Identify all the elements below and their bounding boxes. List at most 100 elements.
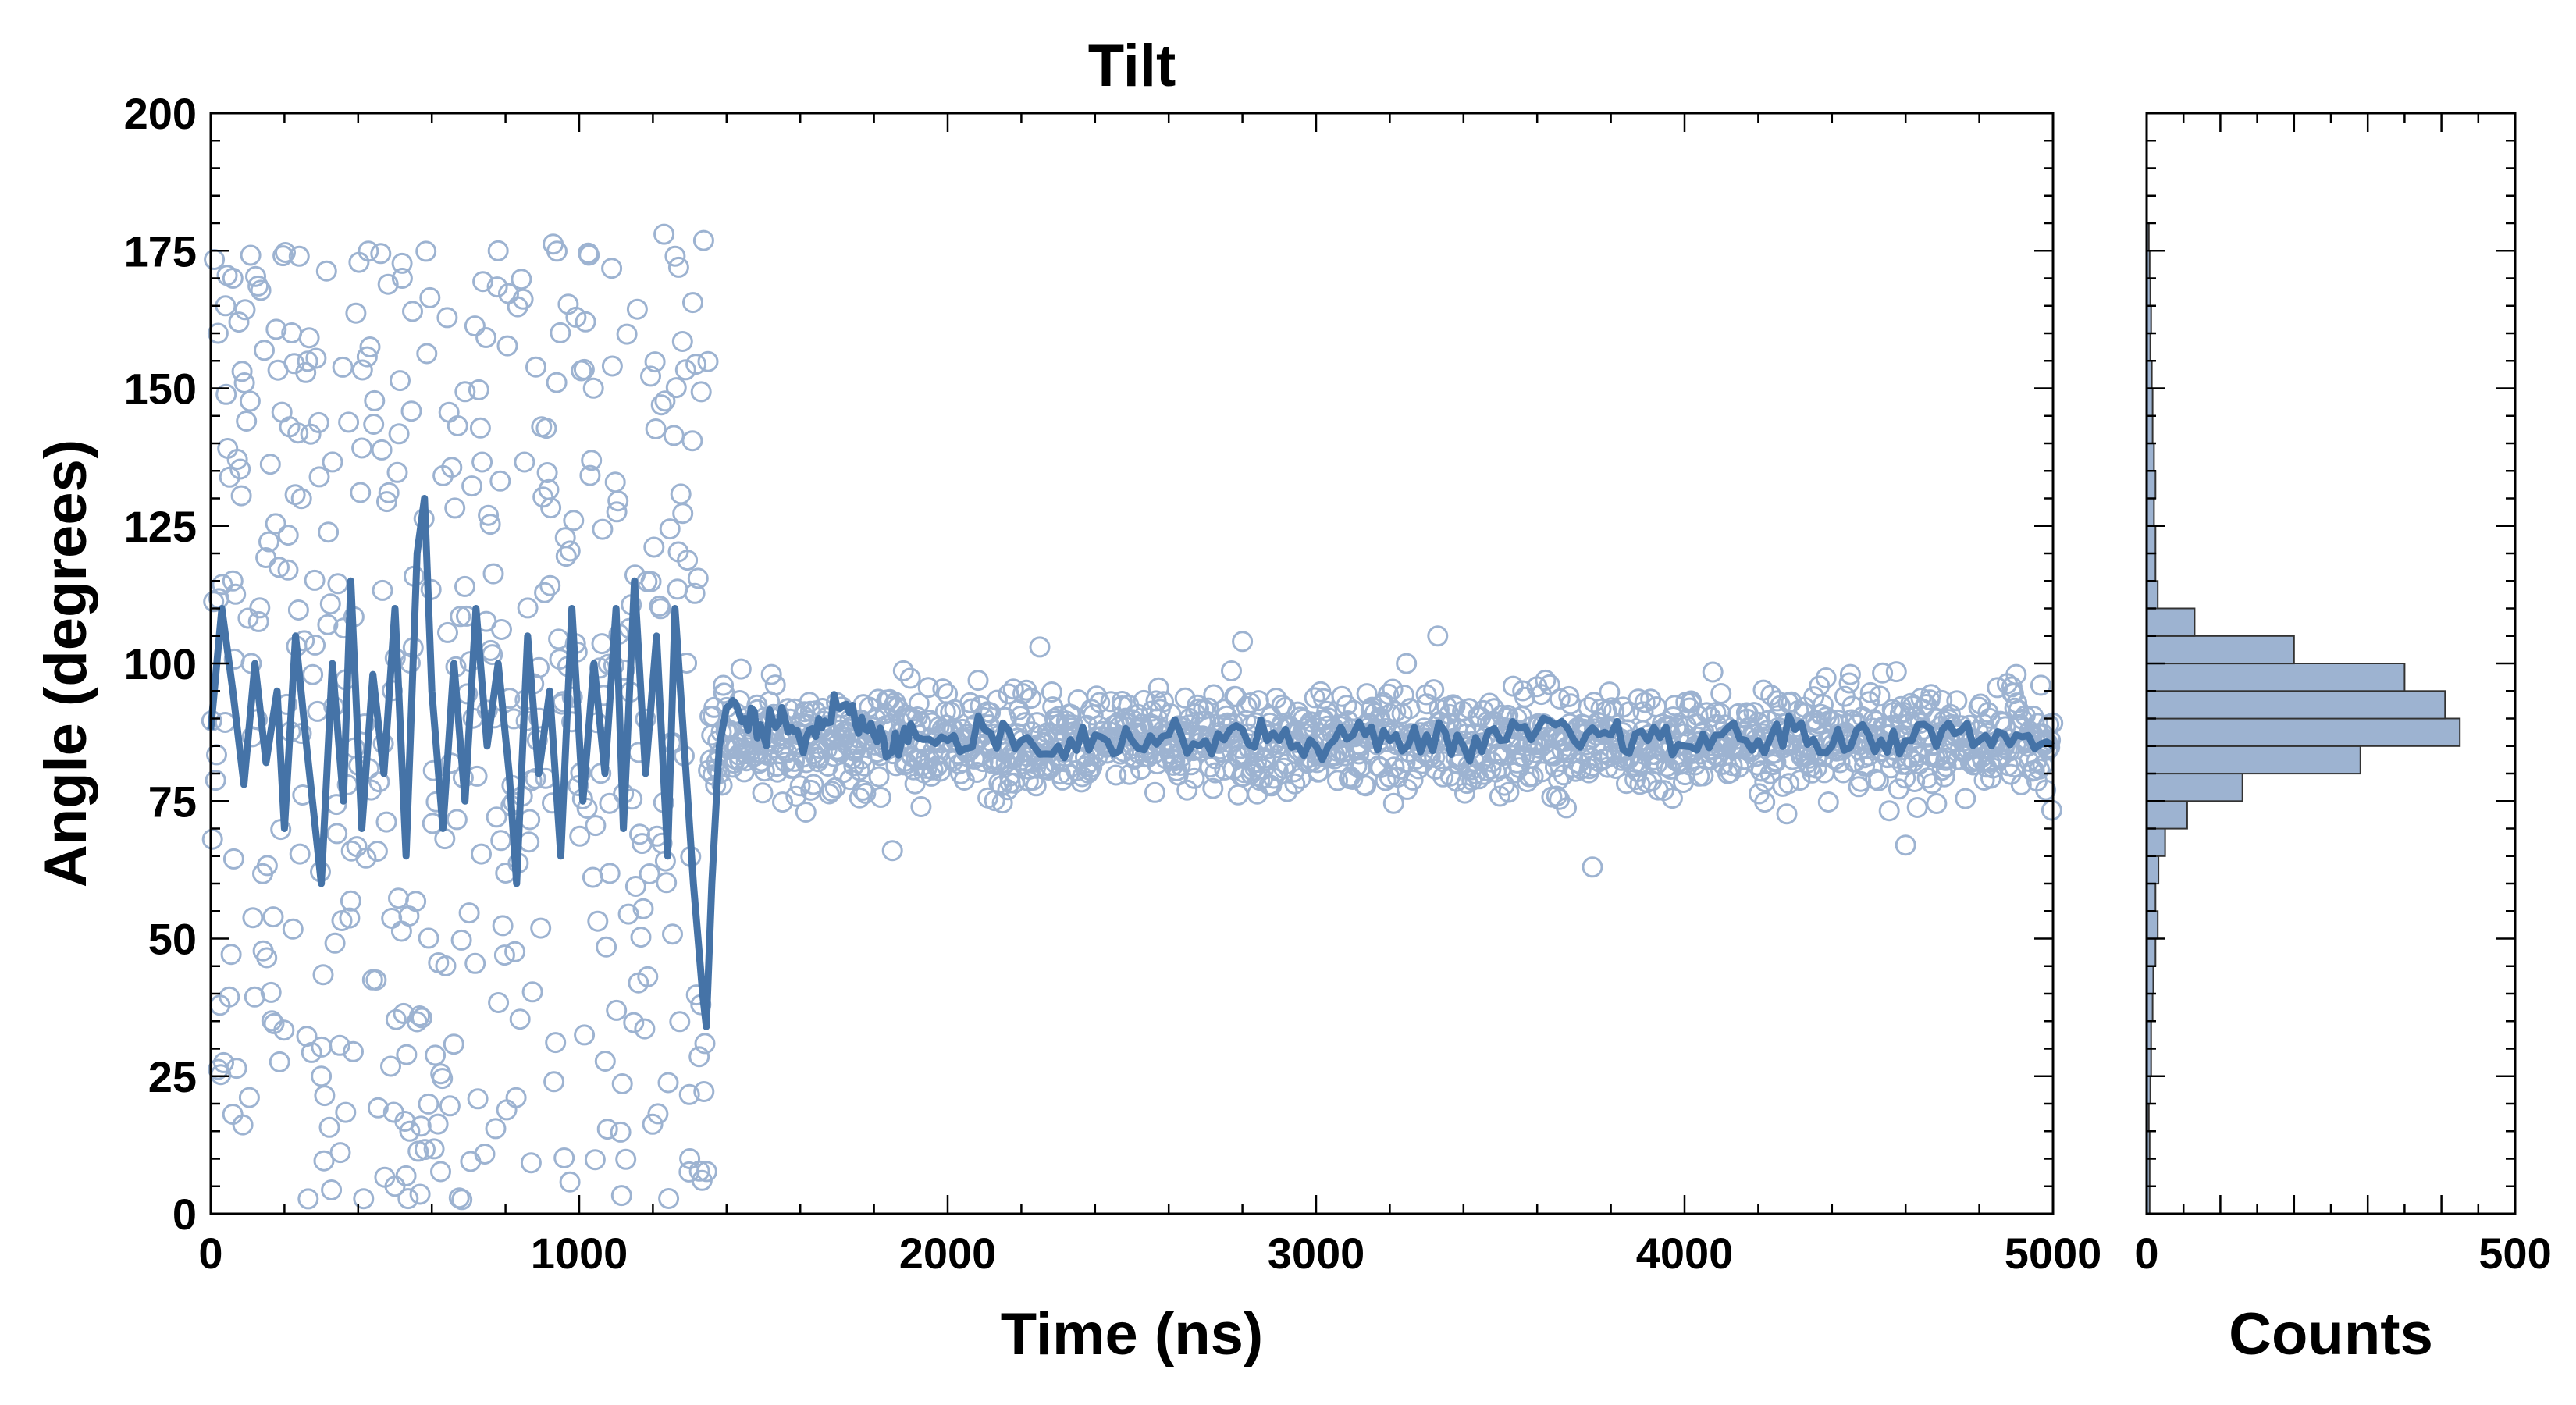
scatter-point	[269, 557, 290, 578]
scatter-point	[472, 271, 494, 293]
scatter-point	[987, 689, 1008, 711]
scatter-point	[216, 265, 238, 286]
scatter-point	[485, 1118, 507, 1140]
scatter-point	[764, 674, 786, 696]
scatter-point	[1304, 687, 1325, 709]
scatter-point	[1763, 754, 1784, 775]
scatter-point	[451, 1189, 473, 1211]
histogram-bar	[2146, 525, 2157, 555]
scatter-point	[1556, 797, 1578, 819]
scatter-point	[591, 633, 613, 655]
scatter-point	[355, 847, 377, 869]
main-y-tick-labels: 0 25 50 75 100 125 150 175 200	[124, 89, 197, 1239]
scatter-point	[654, 390, 676, 412]
scatter-point	[435, 955, 457, 976]
scatter-point	[1926, 793, 1948, 814]
scatter-point	[446, 809, 468, 831]
scatter-point	[271, 401, 293, 423]
scatter-point	[386, 461, 408, 483]
scatter-point	[277, 525, 299, 546]
scatter-point	[415, 1139, 436, 1161]
scatter-point	[610, 1121, 632, 1143]
scatter-point	[795, 802, 817, 823]
scatter-point	[304, 569, 326, 591]
scatter-point	[932, 678, 954, 700]
scatter-point	[374, 1166, 396, 1188]
moving-average-line	[207, 495, 2055, 1030]
scatter-point	[559, 1171, 581, 1193]
scatter-point	[207, 322, 229, 344]
scatter-point	[409, 1005, 431, 1026]
scatter-point	[1355, 775, 1377, 797]
scatter-point	[540, 497, 562, 519]
scatter-point	[578, 244, 600, 266]
scatter-point	[1832, 762, 1854, 784]
scatter-point	[425, 1044, 447, 1066]
scatter-point	[1402, 769, 1424, 791]
scatter-point	[1980, 767, 2001, 789]
y-tick-label: 175	[124, 226, 197, 276]
scatter-point	[642, 1113, 664, 1135]
hist-x-axis-label: Counts	[2229, 1301, 2433, 1368]
scatter-point	[672, 503, 694, 525]
scatter-point	[217, 438, 239, 459]
scatter-point	[356, 346, 378, 368]
scatter-point	[288, 245, 310, 267]
scatter-point	[697, 350, 719, 372]
scatter-point	[789, 775, 811, 797]
scatter-point	[640, 365, 661, 387]
scatter-point	[696, 1161, 717, 1183]
scatter-point	[1327, 770, 1348, 791]
scatter-point	[219, 466, 240, 488]
scatter-point	[265, 513, 286, 535]
scatter-point	[1754, 791, 1776, 813]
scatter-point	[1710, 683, 1732, 704]
scatter-point	[423, 1138, 445, 1160]
scatter-point	[240, 244, 262, 266]
scatter-point	[596, 1119, 618, 1140]
scatter-point	[713, 674, 735, 696]
scatter-point	[555, 546, 577, 567]
scatter-point	[753, 760, 775, 782]
scatter-point	[664, 245, 686, 267]
x-tick-label: 4000	[1636, 1229, 1734, 1278]
scatter-point	[454, 575, 475, 597]
scatter-point	[592, 518, 614, 540]
x-tick-label: 2000	[899, 1229, 997, 1278]
scatter-point	[1955, 788, 1976, 809]
scatter-point	[230, 485, 252, 507]
scatter-point	[397, 1188, 419, 1210]
scatter-point	[1514, 686, 1535, 708]
scatter-point	[226, 1058, 247, 1080]
main-x-tick-labels: 0 1000 2000 3000 4000 5000	[198, 1229, 2101, 1278]
y-tick-label: 150	[124, 365, 197, 414]
scatter-point	[358, 240, 379, 262]
scatter-point	[201, 828, 223, 850]
scatter-point	[650, 394, 672, 416]
scatter-point	[584, 1149, 606, 1171]
scatter-point	[1423, 679, 1445, 701]
scatter-point	[377, 273, 399, 295]
scatter-point	[604, 471, 626, 493]
scatter-point	[517, 597, 539, 619]
scatter-point	[311, 1065, 333, 1087]
scatter-point	[1661, 788, 1683, 809]
scatter-point	[474, 1144, 496, 1165]
scatter-point	[1502, 675, 1524, 697]
histogram-bar	[2146, 883, 2157, 912]
scatter-point	[663, 425, 685, 446]
scatter-point	[634, 1018, 656, 1040]
scatter-point	[471, 451, 493, 473]
scatter-point	[582, 377, 604, 399]
chart-title: Tilt	[1088, 33, 1176, 99]
scatter-point	[576, 798, 598, 819]
scatter-point	[892, 660, 914, 681]
scatter-point	[444, 497, 466, 519]
scatter-point	[693, 1081, 715, 1102]
histogram-bar	[2146, 635, 2295, 665]
histogram-bar	[2146, 910, 2159, 940]
scatter-point	[314, 1085, 336, 1107]
scatter-point	[298, 327, 320, 349]
scatter-point	[260, 981, 282, 1003]
histogram-bar	[2146, 553, 2157, 582]
